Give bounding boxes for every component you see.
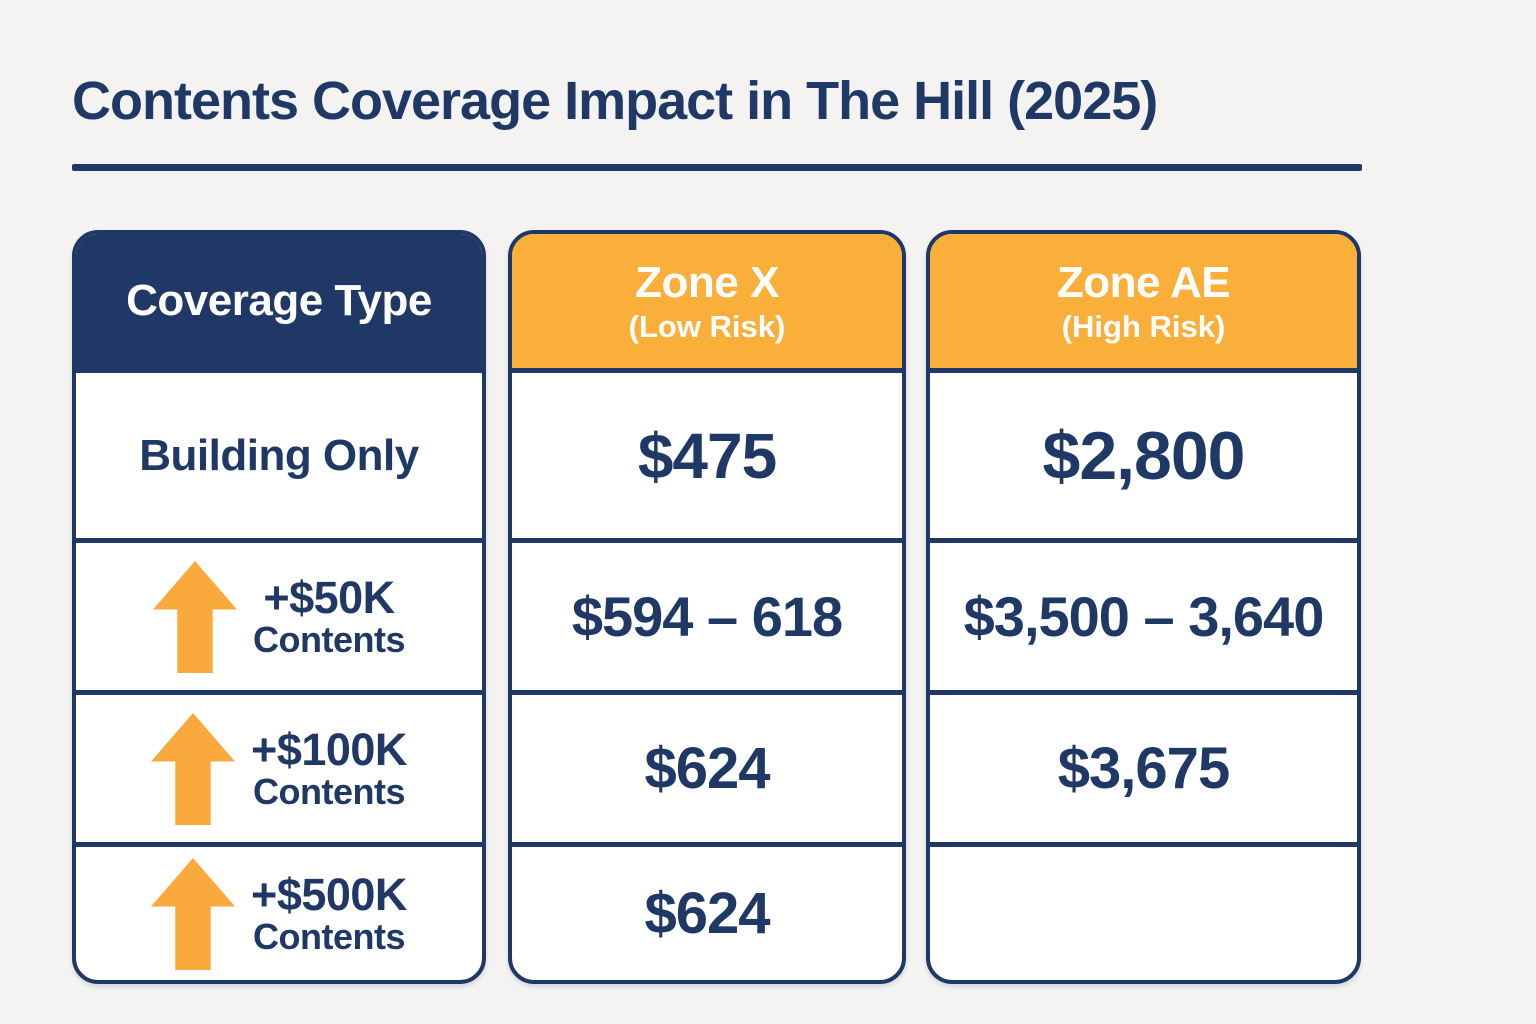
coverage-label: +$500K [251, 868, 407, 920]
premium-value: $2,800 [1042, 417, 1246, 494]
up-arrow-icon [151, 711, 236, 827]
coverage-label: +$100K [251, 723, 407, 775]
table-row: +$500K Contents [76, 842, 482, 980]
column-header-zone-x: Zone X (Low Risk) [512, 234, 902, 368]
premium-value: $594 – 618 [571, 585, 843, 648]
premium-value: $475 [637, 419, 777, 492]
table-row: $2,800 [930, 368, 1357, 538]
column-header-label: Zone AE [1056, 258, 1231, 307]
column-card-coverage-type: Coverage Type Building Only +$50K Conten… [72, 230, 486, 984]
column-header-zone-ae: Zone AE (High Risk) [930, 234, 1357, 368]
table-row: +$100K Contents [76, 690, 482, 842]
table-row: $3,675 [930, 690, 1357, 842]
column-header-label: Zone X [635, 258, 779, 307]
page-title: Contents Coverage Impact in The Hill (20… [72, 71, 1158, 131]
premium-value: $624 [644, 736, 770, 801]
premium-value: $3,500 – 3,640 [963, 585, 1325, 648]
coverage-label: Building Only [139, 430, 419, 480]
coverage-sublabel: Contents [253, 619, 406, 661]
column-header-sublabel: (High Risk) [1061, 308, 1226, 344]
coverage-sublabel: Contents [252, 771, 406, 813]
title-underline [72, 164, 1362, 171]
table-row: $624 [512, 842, 902, 980]
up-arrow-icon [153, 559, 237, 675]
premium-value: $624 [644, 881, 770, 946]
coverage-sublabel: Contents [252, 916, 406, 958]
coverage-label: +$50K [263, 571, 395, 623]
table-row [930, 842, 1357, 980]
column-card-zone-x: Zone X (Low Risk) $475 $594 – 618 $624 $… [508, 230, 906, 984]
column-header-coverage-type: Coverage Type [76, 234, 482, 368]
table-row: $475 [512, 368, 902, 538]
table-row: $3,500 – 3,640 [930, 538, 1357, 690]
premium-value: $3,675 [1057, 736, 1230, 801]
table-row: +$50K Contents [76, 538, 482, 690]
table-row: Building Only [76, 368, 482, 538]
up-arrow-icon [151, 856, 236, 972]
column-card-zone-ae: Zone AE (High Risk) $2,800 $3,500 – 3,64… [926, 230, 1361, 984]
column-header-label: Coverage Type [126, 276, 432, 326]
table-row: $624 [512, 690, 902, 842]
table-row: $594 – 618 [512, 538, 902, 690]
column-header-sublabel: (Low Risk) [628, 308, 786, 344]
